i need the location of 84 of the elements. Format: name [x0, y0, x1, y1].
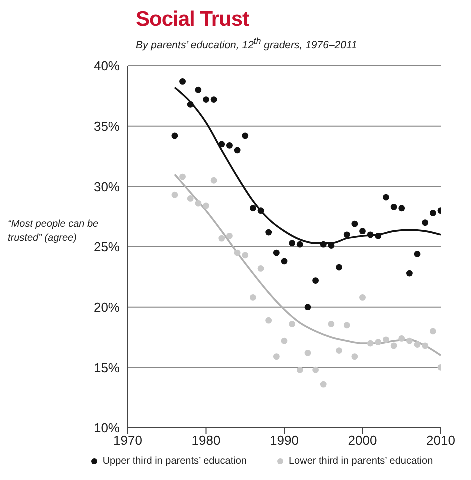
point [180, 174, 186, 180]
point [414, 342, 421, 348]
point [320, 241, 327, 248]
point [266, 317, 272, 324]
point [187, 101, 194, 108]
point [180, 78, 186, 85]
point [383, 194, 390, 201]
point [304, 304, 312, 311]
point [187, 196, 194, 202]
point [203, 202, 210, 210]
point [250, 294, 256, 301]
point [210, 177, 218, 184]
point [273, 354, 280, 360]
y-tick-label: 35% [94, 118, 120, 134]
point [234, 250, 241, 256]
point [195, 86, 202, 94]
legend-label: Upper third in parents’ education [102, 456, 247, 467]
y-tick-label: 30% [94, 179, 120, 194]
point [312, 278, 319, 284]
point [258, 208, 264, 214]
point [242, 132, 249, 140]
point [226, 232, 233, 240]
point [375, 339, 382, 346]
y-tick-label: 40% [94, 58, 120, 74]
chart-title: Social Trust [136, 8, 250, 32]
point [430, 328, 436, 335]
point [218, 141, 226, 148]
point [289, 240, 296, 247]
point [258, 266, 264, 272]
point [422, 342, 429, 350]
point [430, 210, 436, 216]
point [289, 321, 296, 328]
point [406, 338, 413, 344]
point [296, 366, 304, 374]
point [390, 204, 398, 210]
point [195, 200, 202, 207]
point [320, 381, 327, 388]
point [266, 229, 272, 236]
x-tick-label: 1990 [270, 433, 299, 448]
y-tick-label: 25% [94, 240, 120, 255]
point [328, 321, 335, 328]
point [296, 241, 304, 248]
chart-subtitle: By parents’ education, 12$^{th}$ graders, 1976–2011 [136, 36, 358, 52]
point [414, 251, 421, 258]
point [336, 264, 342, 271]
point [406, 270, 413, 277]
point [352, 220, 358, 228]
point [203, 96, 210, 103]
point [352, 354, 358, 360]
point [398, 336, 406, 342]
point [422, 220, 429, 226]
x-tick-label: 2000 [348, 433, 378, 448]
point [398, 205, 406, 212]
point [273, 250, 280, 256]
y-tick-label: 15% [94, 360, 120, 376]
point [172, 192, 178, 198]
y-tick-label: 10% [94, 420, 120, 436]
point [218, 235, 226, 242]
point [226, 142, 233, 149]
point [172, 132, 178, 140]
point [367, 340, 374, 347]
point [281, 338, 288, 344]
point [304, 350, 312, 356]
point [210, 96, 218, 103]
point [375, 232, 382, 240]
x-tick-label: 1980 [192, 433, 221, 448]
point [281, 258, 288, 265]
point [360, 294, 366, 301]
legend-label: Lower third in parents’ education [288, 456, 434, 467]
point [336, 348, 342, 354]
point [312, 366, 319, 374]
point [367, 232, 374, 238]
x-tick-label: 1970 [114, 433, 142, 448]
point [344, 232, 350, 238]
line-series [174, 174, 441, 356]
point [250, 205, 256, 212]
y-tick-label: 20% [94, 300, 120, 315]
point [390, 342, 398, 350]
point [234, 147, 241, 154]
point [344, 322, 350, 329]
x-tick-label: 2010 [426, 433, 456, 448]
point [242, 252, 249, 259]
point [360, 228, 366, 235]
point [383, 336, 390, 344]
